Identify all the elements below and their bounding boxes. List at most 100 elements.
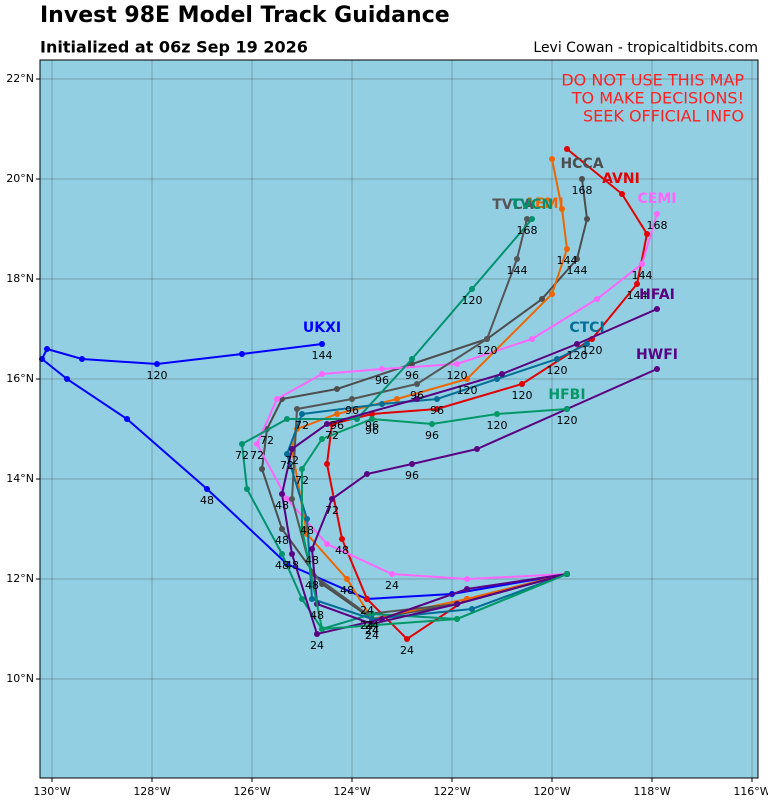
track bbox=[259, 176, 590, 622]
map-background bbox=[40, 60, 758, 778]
forecast-hour-label: 24 bbox=[310, 639, 324, 652]
track-point bbox=[364, 471, 370, 477]
forecast-hour-label: 72 bbox=[280, 459, 294, 472]
track-point bbox=[239, 441, 245, 447]
forecast-hour-label: 120 bbox=[447, 369, 468, 382]
forecast-hour-label: 48 bbox=[200, 494, 214, 507]
track-line bbox=[301, 408, 568, 631]
forecast-hour-label: 72 bbox=[285, 454, 299, 467]
track-point bbox=[524, 216, 530, 222]
track-point bbox=[244, 486, 250, 492]
track-point bbox=[289, 446, 295, 452]
track-point bbox=[639, 261, 645, 267]
legend-label: HCCA bbox=[560, 156, 603, 172]
track-point bbox=[434, 406, 440, 412]
track-point bbox=[559, 206, 565, 212]
track-point bbox=[579, 176, 585, 182]
credit: Levi Cowan - tropicaltidbits.com bbox=[533, 40, 758, 56]
forecast-hour-label: 24 bbox=[360, 619, 374, 632]
forecast-hour-label: 144 bbox=[507, 264, 528, 277]
track-point bbox=[564, 246, 570, 252]
chart-subtitle: Initialized at 06z Sep 19 2026 bbox=[40, 38, 308, 57]
forecast-hour-label: 120 bbox=[147, 369, 168, 382]
warning-annotation: SEEK OFFICIAL INFO bbox=[583, 107, 744, 126]
track-point bbox=[379, 366, 385, 372]
track-point bbox=[564, 406, 570, 412]
track-point bbox=[484, 336, 490, 342]
forecast-hour-label: 48 bbox=[305, 554, 319, 567]
track-point bbox=[299, 526, 305, 532]
forecast-hour-label: 48 bbox=[300, 524, 314, 537]
legend-label: CTCI bbox=[569, 320, 604, 336]
track-point bbox=[464, 376, 470, 382]
track-point bbox=[474, 446, 480, 452]
track-point bbox=[279, 551, 285, 557]
legend-label: UKXI bbox=[303, 320, 341, 336]
warning-annotation: TO MAKE DECISIONS! bbox=[571, 89, 744, 108]
track-point bbox=[494, 411, 500, 417]
forecast-hour-label: 120 bbox=[457, 384, 478, 397]
forecast-hour-label: 24 bbox=[400, 644, 414, 657]
forecast-hour-label: 96 bbox=[405, 469, 419, 482]
track-point bbox=[339, 536, 345, 542]
track-point bbox=[389, 571, 395, 577]
track bbox=[254, 211, 660, 582]
forecast-hour-label: 48 bbox=[340, 584, 354, 597]
track-point bbox=[294, 406, 300, 412]
track-point bbox=[409, 461, 415, 467]
track-point bbox=[124, 416, 130, 422]
track-line bbox=[280, 308, 658, 636]
track-point bbox=[409, 361, 415, 367]
track-point bbox=[654, 211, 660, 217]
y-tick-label: 14°N bbox=[6, 472, 34, 485]
track-point bbox=[499, 371, 505, 377]
forecast-hour-label: 168 bbox=[572, 184, 593, 197]
track-point bbox=[319, 371, 325, 377]
forecast-hour-label: 120 bbox=[547, 364, 568, 377]
track-point bbox=[279, 491, 285, 497]
track-point bbox=[464, 576, 470, 582]
track-point bbox=[529, 336, 535, 342]
forecast-hour-label: 24 bbox=[385, 579, 399, 592]
legend-label: HFBI bbox=[548, 387, 585, 403]
y-tick-label: 22°N bbox=[6, 72, 34, 85]
track-point bbox=[309, 546, 315, 552]
forecast-hour-label: 48 bbox=[275, 559, 289, 572]
forecast-hour-label: 48 bbox=[310, 609, 324, 622]
track-point bbox=[584, 341, 590, 347]
forecast-hour-label: 72 bbox=[325, 504, 339, 517]
track-point bbox=[299, 596, 305, 602]
track-point bbox=[284, 416, 290, 422]
track-point bbox=[434, 396, 440, 402]
track-point bbox=[64, 376, 70, 382]
forecast-hour-label: 72 bbox=[295, 419, 309, 432]
track-point bbox=[289, 496, 295, 502]
track-point bbox=[334, 386, 340, 392]
forecast-hour-label: 120 bbox=[477, 344, 498, 357]
track-point bbox=[284, 496, 290, 502]
legend-label: AEMI bbox=[524, 196, 564, 212]
track-point bbox=[494, 376, 500, 382]
track-point bbox=[564, 571, 570, 577]
forecast-hour-label: 48 bbox=[275, 534, 289, 547]
track-point bbox=[324, 421, 330, 427]
warning-annotation: DO NOT USE THIS MAP bbox=[561, 71, 744, 90]
forecast-hour-label: 120 bbox=[557, 414, 578, 427]
forecast-hour-label: 24 bbox=[365, 619, 379, 632]
track-point bbox=[654, 306, 660, 312]
track-point bbox=[404, 636, 410, 642]
forecast-hour-label: 96 bbox=[330, 419, 344, 432]
track-point bbox=[364, 596, 370, 602]
track-point bbox=[549, 291, 555, 297]
forecast-hour-label: 96 bbox=[365, 419, 379, 432]
track-point bbox=[324, 461, 330, 467]
forecast-hour-label: 96 bbox=[425, 429, 439, 442]
forecast-hour-label: 96 bbox=[430, 404, 444, 417]
forecast-hour-label: 24 bbox=[365, 624, 379, 637]
track-line bbox=[255, 213, 658, 581]
track-point bbox=[299, 411, 305, 417]
track-point bbox=[319, 626, 325, 632]
chart-title: Invest 98E Model Track Guidance bbox=[40, 3, 450, 28]
track-point bbox=[409, 356, 415, 362]
